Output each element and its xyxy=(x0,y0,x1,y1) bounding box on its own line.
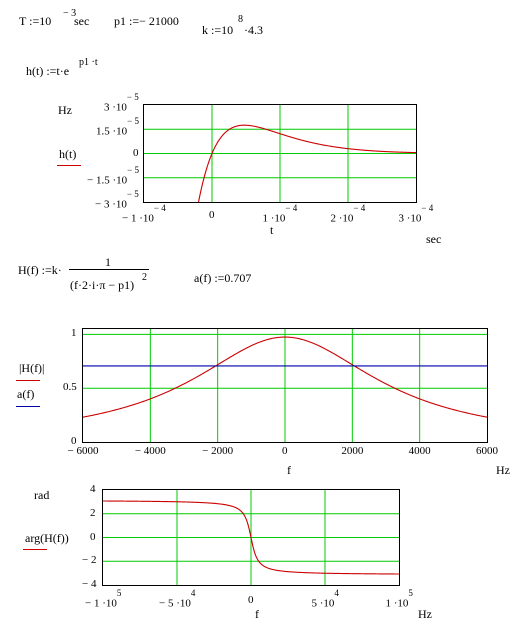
plot3-x-tick-4-mantissa: 1 ·10 xyxy=(385,597,409,610)
plot3-unit-left: rad xyxy=(34,488,50,502)
plot1-svg xyxy=(144,105,416,202)
plot1-x-tick-0-mantissa: − 1 ·10 xyxy=(122,212,154,225)
plot3-x-tick-4: 1 ·105 xyxy=(385,589,413,610)
plot1-x-tick-3-mantissa: 2 ·10 xyxy=(330,212,354,225)
k-def-exp: 8 xyxy=(238,14,243,25)
plot3-x-tick-0-mantissa: − 1 ·10 xyxy=(85,597,117,610)
plot2-xlabel: f xyxy=(287,463,291,477)
plot2-trace1-label: |H(f)| xyxy=(19,361,45,375)
plot3-x-tick-3-mantissa: 5 ·10 xyxy=(311,597,335,610)
plot3-xlabel: f xyxy=(255,607,259,621)
plot1-y-tick-1-exponent: − 5 xyxy=(127,116,139,127)
plot1-y-tick-4: − 3 ·10− 5 xyxy=(95,190,139,211)
plot1-x-tick-3: 2 ·10− 4 xyxy=(330,204,366,225)
plot1-x-tick-0-exponent: − 4 xyxy=(153,203,166,213)
plot2-trace1-legend-line xyxy=(16,380,40,381)
plot1-y-tick-2-mantissa: 0 xyxy=(133,146,139,159)
plot3-x-tick-0: − 1 ·105 xyxy=(85,589,121,610)
plot2-x-tick-3: 0 xyxy=(282,445,288,457)
plot1-x-tick-3-exponent: − 4 xyxy=(353,203,366,213)
plot3-x-tick-3: 5 ·104 xyxy=(311,589,339,610)
h-def-exp: p1 ·t xyxy=(79,57,98,68)
plot2-x-tick-1: − 4000 xyxy=(134,445,166,457)
plot2-x-unit: Hz xyxy=(496,463,510,477)
plot3-svg xyxy=(103,490,399,585)
k-def-rest: ·4.3 xyxy=(244,23,263,37)
plot3-y-tick-0: 4 xyxy=(90,483,96,495)
plot1-x-tick-4: 3 ·10− 4 xyxy=(398,204,434,225)
plot3-y-tick-3: − 2 xyxy=(82,554,97,567)
plot2-area[interactable] xyxy=(82,328,488,443)
plot1-x-tick-2: 1 ·10− 4 xyxy=(262,204,298,225)
plot2-x-tick-5: 4000 xyxy=(408,445,431,457)
definition-a[interactable]: a(f) :=0.707 xyxy=(194,271,252,285)
plot3-x-tick-0-exponent: 5 xyxy=(116,588,122,598)
svg2-series-abs-H-f xyxy=(83,337,487,417)
plot3-trace-label: arg(H(f)) xyxy=(25,531,69,545)
plot3-x-tick-3-exponent: 4 xyxy=(334,588,339,598)
H-fraction-bar xyxy=(69,269,149,270)
plot2-x-tick-2: − 2000 xyxy=(202,445,234,457)
plot1-y-tick-0-exponent: − 5 xyxy=(126,92,139,102)
plot1-area[interactable] xyxy=(143,104,417,203)
plot3-trace-legend-line xyxy=(23,549,47,550)
plot1-x-tick-1-mantissa: 0 xyxy=(209,209,215,221)
plot1-y-tick-3: − 1.5 ·10− 5 xyxy=(87,165,139,187)
plot3-area[interactable] xyxy=(102,489,400,586)
plot1-y-tick-4-exponent: − 5 xyxy=(126,189,139,199)
plot1-y-tick-3-exponent: − 5 xyxy=(127,164,139,175)
H-def-num: 1 xyxy=(105,255,111,269)
plot1-y-tick-0-mantissa: 3 ·10 xyxy=(104,101,127,114)
plot3-x-tick-1: − 5 ·104 xyxy=(159,589,195,610)
plot1-y-tick-0: 3 ·10− 5 xyxy=(104,93,139,114)
t-def-unit: sec xyxy=(74,14,90,28)
plot1-x-unit: sec xyxy=(426,232,442,246)
plot1-x-tick-4-exponent: − 4 xyxy=(421,203,434,213)
svg3-series-arg-H-f xyxy=(103,501,399,574)
plot1-y-tick-1: 1.5 ·10− 5 xyxy=(96,117,139,138)
plot2-trace2-label: a(f) xyxy=(17,387,35,401)
plot1-x-tick-2-exponent: − 4 xyxy=(285,203,298,213)
plot2-trace2-legend-line xyxy=(16,406,40,407)
plot3-x-unit: Hz xyxy=(418,607,432,621)
plot1-y-tick-3-mantissa: − 1.5 ·10 xyxy=(87,174,128,187)
plot1-trace-label: h(t) xyxy=(59,147,77,161)
plot3-x-tick-1-exponent: 4 xyxy=(190,588,196,598)
plot1-y-tick-1-mantissa: 1.5 ·10 xyxy=(96,125,128,138)
plot2-x-tick-0: − 6000 xyxy=(67,445,99,457)
plot3-y-tick-4: − 4 xyxy=(82,578,97,590)
plot3-x-tick-4-exponent: 5 xyxy=(408,588,413,598)
plot2-y-tick-2: 0 xyxy=(71,435,77,447)
k-def-lhs: k :=10 xyxy=(202,23,234,37)
H-def-lhs: H(f) :=k· xyxy=(18,263,62,277)
h-def-lhs: h(t) :=t·e xyxy=(26,64,70,78)
plot2-x-tick-6: 6000 xyxy=(476,445,498,457)
plot3-x-tick-1-mantissa: − 5 ·10 xyxy=(159,597,191,610)
plot2-x-tick-4: 2000 xyxy=(341,445,364,457)
plot3-y-tick-1: 2 xyxy=(90,506,96,519)
plot1-x-tick-2-mantissa: 1 ·10 xyxy=(262,212,286,225)
plot2-svg xyxy=(83,329,487,442)
H-def-den-exp: 2 xyxy=(142,272,147,283)
plot1-unit-left: Hz xyxy=(58,103,72,117)
plot3-x-tick-2: 0 xyxy=(248,595,254,606)
plot1-xlabel: t xyxy=(270,223,274,237)
plot2-y-tick-1: 0.5 xyxy=(63,381,77,394)
H-def-den: (f·2·i·π − p1) xyxy=(70,278,135,292)
plot3-y-tick-2: 0 xyxy=(90,530,96,543)
plot3-x-tick-2-mantissa: 0 xyxy=(248,594,254,606)
plot1-x-tick-4-mantissa: 3 ·10 xyxy=(398,212,422,225)
plot1-x-tick-0: − 1 ·10− 4 xyxy=(122,204,166,225)
t-def-lhs: T :=10 xyxy=(19,14,52,28)
plot1-x-tick-1: 0 xyxy=(209,210,215,221)
plot1-trace-legend-line xyxy=(57,165,81,166)
plot1-y-tick-2: 0 xyxy=(133,146,139,159)
t-def-exp: − 3 xyxy=(63,8,77,19)
plot2-y-tick-0: 1 xyxy=(71,327,77,340)
definition-p1[interactable]: p1 :=− 21000 xyxy=(114,14,179,28)
plot1-y-tick-4-mantissa: − 3 ·10 xyxy=(95,198,127,211)
